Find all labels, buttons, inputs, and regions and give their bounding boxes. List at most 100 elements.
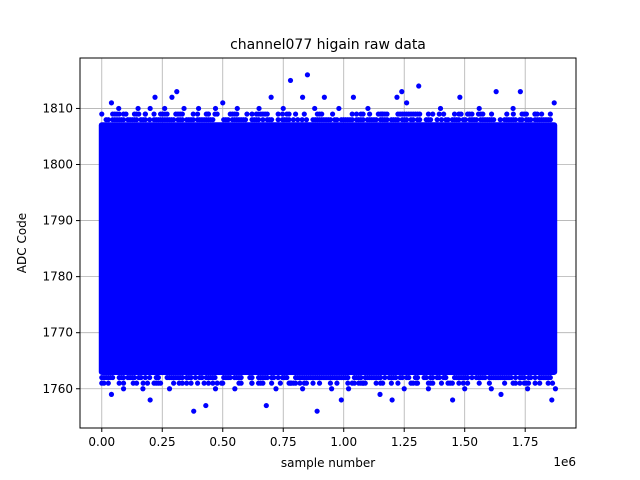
x-tick-label: 0.25 — [149, 435, 176, 449]
data-point — [517, 380, 523, 386]
data-point — [360, 111, 366, 117]
data-point — [190, 117, 196, 123]
data-point — [438, 380, 445, 386]
data-point — [319, 111, 325, 117]
data-point — [277, 380, 283, 386]
data-point — [321, 94, 327, 100]
data-point — [491, 117, 497, 123]
data-point — [212, 374, 218, 381]
data-point — [528, 117, 534, 123]
data-point — [473, 117, 479, 123]
data-point — [297, 380, 303, 386]
data-point — [120, 380, 127, 386]
data-point — [380, 380, 386, 386]
data-point — [465, 374, 471, 381]
data-point — [438, 117, 445, 123]
data-point — [151, 111, 157, 117]
data-point — [547, 374, 553, 381]
data-point — [358, 374, 364, 381]
x-tick-label: 1.50 — [451, 435, 478, 449]
data-point — [190, 111, 196, 117]
data-point — [552, 386, 559, 392]
dense-data-band — [98, 111, 558, 386]
data-point — [130, 380, 136, 386]
chart-title: channel077 higain raw data — [230, 37, 426, 53]
data-point — [234, 111, 240, 117]
data-point — [351, 380, 357, 386]
data-point — [120, 117, 127, 123]
data-point — [194, 380, 201, 386]
data-point — [338, 397, 344, 403]
data-point — [292, 111, 299, 117]
y-axis-title: ADC Code — [15, 213, 29, 273]
data-point — [238, 380, 244, 386]
data-point — [171, 380, 177, 386]
data-point — [116, 105, 122, 112]
data-point — [469, 374, 475, 381]
data-point — [147, 105, 153, 112]
dense-band-fill — [98, 122, 558, 375]
data-point — [212, 386, 219, 392]
data-point — [164, 111, 170, 117]
data-point — [430, 380, 436, 386]
data-point — [268, 94, 274, 100]
data-point — [525, 380, 532, 386]
data-point — [401, 386, 407, 392]
data-point — [279, 111, 286, 117]
data-point — [504, 111, 510, 117]
data-point — [220, 380, 226, 386]
data-point — [255, 117, 262, 123]
data-point — [486, 380, 492, 386]
data-point — [199, 374, 205, 381]
data-point — [532, 374, 538, 381]
data-point — [510, 380, 516, 386]
data-point — [528, 374, 534, 381]
data-point — [384, 117, 390, 123]
data-point — [214, 380, 220, 386]
data-point — [525, 386, 531, 392]
data-point — [147, 117, 153, 123]
data-point — [502, 380, 508, 386]
data-point — [312, 105, 318, 112]
data-point — [181, 105, 187, 112]
data-point — [174, 89, 180, 95]
data-point — [316, 380, 323, 386]
data-point — [136, 111, 142, 117]
data-point — [498, 391, 504, 397]
data-point — [287, 77, 294, 84]
data-point — [336, 105, 342, 112]
data-point — [334, 117, 340, 123]
data-point — [195, 105, 202, 112]
data-point — [184, 380, 190, 386]
data-point — [449, 380, 455, 386]
data-point — [299, 117, 305, 123]
data-point — [436, 111, 442, 117]
data-point — [360, 117, 366, 123]
data-point — [394, 94, 400, 100]
data-point — [134, 117, 140, 123]
data-point — [460, 380, 466, 386]
data-point — [101, 380, 107, 386]
data-point — [234, 105, 240, 112]
data-point — [451, 111, 458, 117]
data-point — [188, 374, 194, 381]
data-point — [345, 386, 352, 392]
data-point — [423, 374, 429, 381]
data-point — [373, 117, 379, 123]
x-tick-label: 0.75 — [270, 435, 297, 449]
data-point — [360, 380, 366, 386]
data-point — [512, 117, 519, 123]
data-point — [345, 380, 351, 386]
data-point — [171, 117, 177, 123]
data-point — [131, 374, 138, 381]
data-point — [108, 391, 115, 397]
data-point — [138, 374, 144, 381]
data-point — [169, 94, 175, 100]
data-point — [329, 111, 336, 117]
x-axis-ticks: 0.00 0.25 0.50 0.75 1.00 1.25 1.50 1.75 — [88, 428, 539, 449]
data-point — [203, 402, 209, 409]
data-point — [457, 94, 463, 100]
data-point — [108, 100, 115, 106]
data-point — [425, 111, 432, 117]
data-point — [334, 380, 340, 386]
